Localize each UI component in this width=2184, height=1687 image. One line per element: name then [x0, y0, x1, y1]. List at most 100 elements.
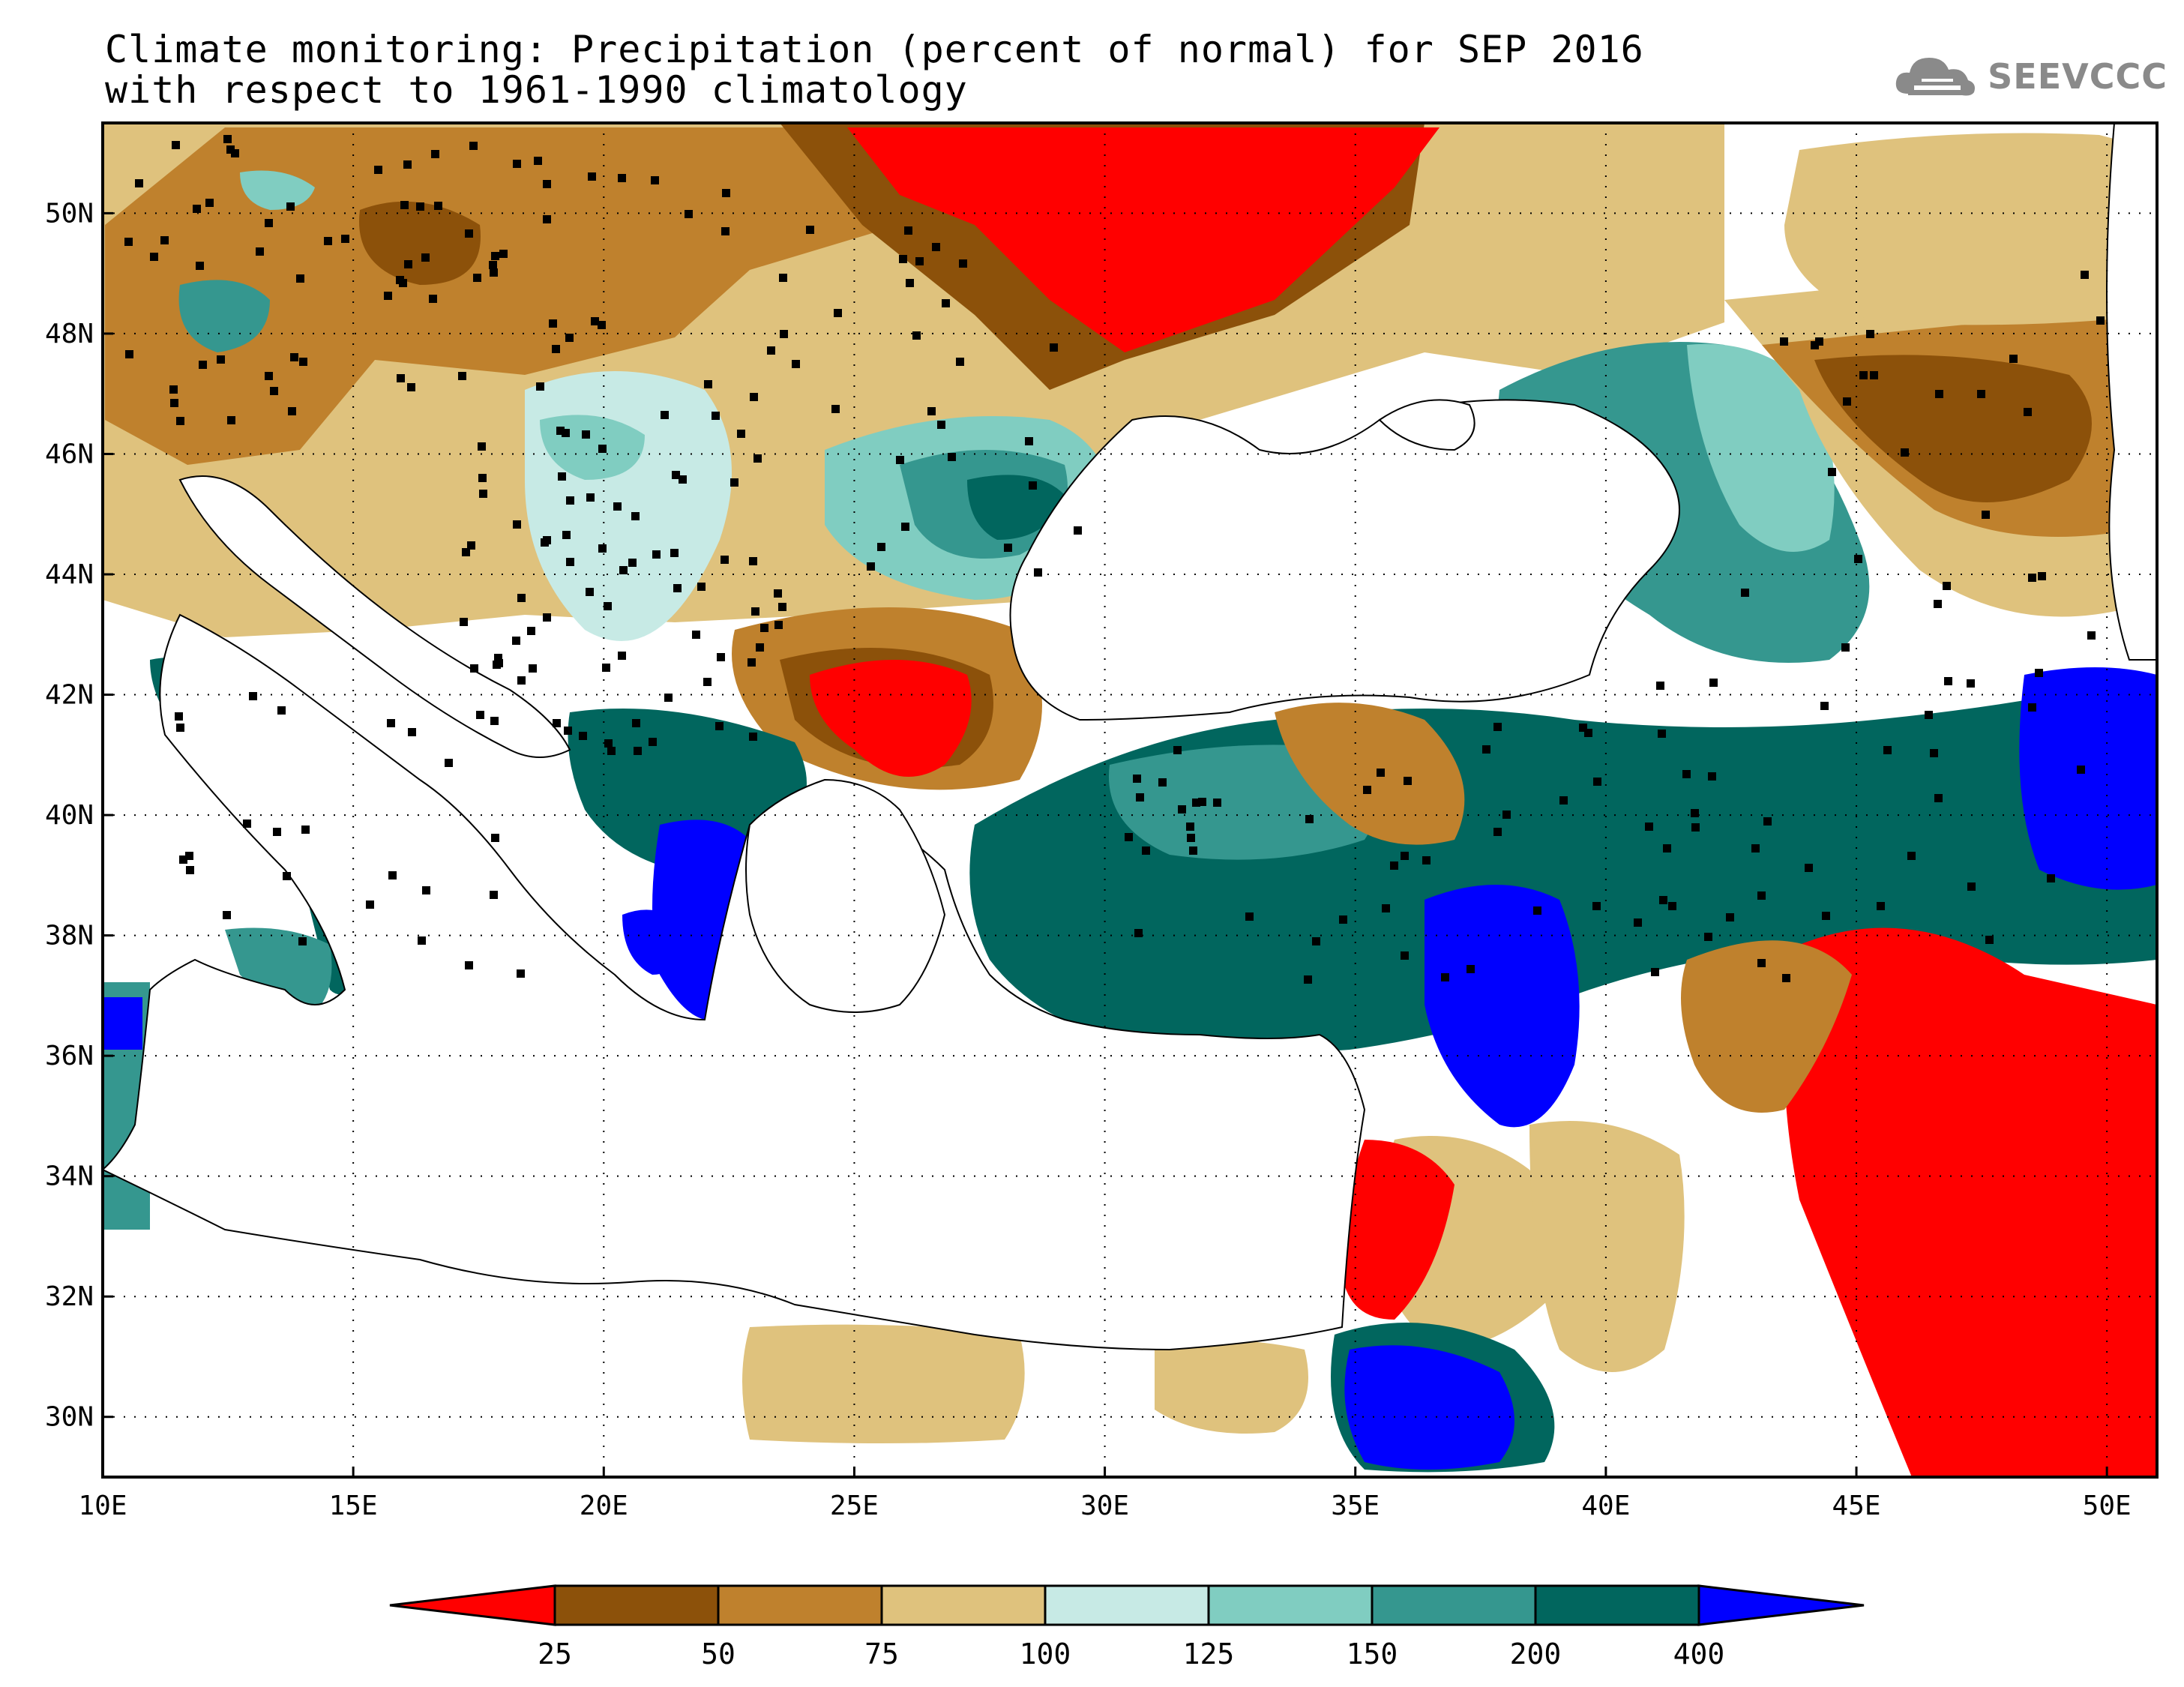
station-marker — [1074, 526, 1082, 535]
station-marker — [553, 719, 561, 727]
station-marker — [712, 412, 720, 420]
station-marker — [513, 160, 521, 168]
station-marker — [634, 747, 642, 755]
station-marker — [591, 317, 599, 325]
station-marker — [1482, 745, 1490, 754]
station-marker — [396, 276, 404, 284]
colorbar-label: 100 — [1020, 1638, 1071, 1671]
station-marker — [1841, 643, 1850, 652]
x-tick-label: 50E — [2083, 1491, 2132, 1521]
station-marker — [243, 820, 251, 828]
station-marker — [1142, 846, 1150, 855]
station-marker — [397, 374, 405, 382]
station-marker — [737, 430, 745, 438]
station-marker — [774, 589, 782, 598]
station-marker — [1422, 856, 1431, 864]
colorbar-segment — [1371, 1584, 1537, 1626]
station-marker — [1377, 769, 1385, 777]
station-marker — [527, 627, 535, 635]
station-marker — [750, 393, 758, 401]
station-marker — [1726, 913, 1734, 921]
station-marker — [172, 141, 180, 149]
station-marker — [490, 717, 499, 725]
station-marker — [749, 557, 757, 565]
station-marker — [176, 724, 184, 732]
station-marker — [1682, 770, 1691, 778]
station-marker — [465, 961, 473, 969]
station-marker — [298, 937, 307, 945]
station-marker — [664, 694, 673, 702]
station-marker — [265, 219, 273, 227]
station-marker — [543, 536, 551, 544]
station-marker — [1822, 912, 1830, 920]
station-marker — [1192, 799, 1200, 807]
x-tick-label: 40E — [1581, 1491, 1630, 1521]
station-marker — [751, 607, 759, 616]
station-marker — [434, 202, 442, 210]
station-marker — [169, 385, 178, 394]
station-marker — [1382, 904, 1390, 912]
station-marker — [400, 201, 409, 209]
station-marker — [1659, 896, 1667, 904]
station-marker — [956, 358, 964, 366]
station-marker — [1934, 794, 1943, 802]
station-marker — [767, 346, 775, 355]
station-marker — [478, 442, 486, 451]
station-marker — [1757, 891, 1766, 900]
station-marker — [721, 556, 729, 564]
station-marker — [685, 210, 693, 218]
station-marker — [566, 558, 574, 566]
station-marker — [301, 826, 310, 834]
station-marker — [760, 624, 768, 632]
colorbar-lower-arrow — [389, 1584, 556, 1626]
station-marker — [1883, 746, 1892, 754]
station-marker — [124, 238, 133, 246]
y-tick-label: 30N — [45, 1402, 94, 1433]
station-marker — [2047, 874, 2055, 882]
station-marker — [422, 886, 430, 894]
station-marker — [730, 478, 738, 487]
station-marker — [231, 149, 239, 157]
station-marker — [465, 229, 473, 238]
station-marker — [1050, 343, 1058, 352]
station-marker — [747, 658, 756, 667]
station-marker — [779, 274, 787, 282]
station-marker — [1645, 823, 1653, 831]
y-tick-label: 46N — [45, 439, 94, 469]
station-marker — [1934, 600, 1942, 608]
colorbar-label: 125 — [1183, 1638, 1235, 1671]
station-marker — [1390, 861, 1398, 870]
station-marker — [715, 722, 724, 730]
station-marker — [517, 969, 525, 978]
station-marker — [1709, 679, 1718, 687]
station-marker — [467, 541, 475, 550]
station-marker — [1304, 975, 1312, 984]
station-marker — [205, 199, 214, 207]
x-tick-label: 25E — [830, 1491, 879, 1521]
station-marker — [1198, 798, 1206, 806]
x-tick-label: 20E — [580, 1491, 628, 1521]
map-frame — [101, 121, 2159, 1479]
station-marker — [324, 237, 332, 245]
station-marker — [1502, 811, 1511, 819]
station-marker — [186, 866, 194, 874]
station-marker — [937, 421, 945, 429]
station-marker — [1579, 724, 1587, 732]
station-marker — [283, 872, 291, 880]
x-tick-label: 45E — [1832, 1491, 1881, 1521]
station-marker — [901, 523, 909, 531]
colorbar-segment — [880, 1584, 1047, 1626]
station-marker — [618, 174, 626, 182]
colorbar-label: 25 — [538, 1638, 572, 1671]
station-marker — [1245, 912, 1254, 921]
station-marker — [1805, 864, 1813, 872]
y-tick-label: 38N — [45, 921, 94, 951]
station-marker — [877, 543, 885, 551]
station-marker — [2024, 408, 2032, 416]
station-marker — [1811, 341, 1819, 349]
x-tick-label: 15E — [329, 1491, 378, 1521]
station-marker — [249, 692, 257, 700]
aegean-sea — [745, 778, 946, 1013]
x-tick-label: 10E — [78, 1491, 127, 1521]
